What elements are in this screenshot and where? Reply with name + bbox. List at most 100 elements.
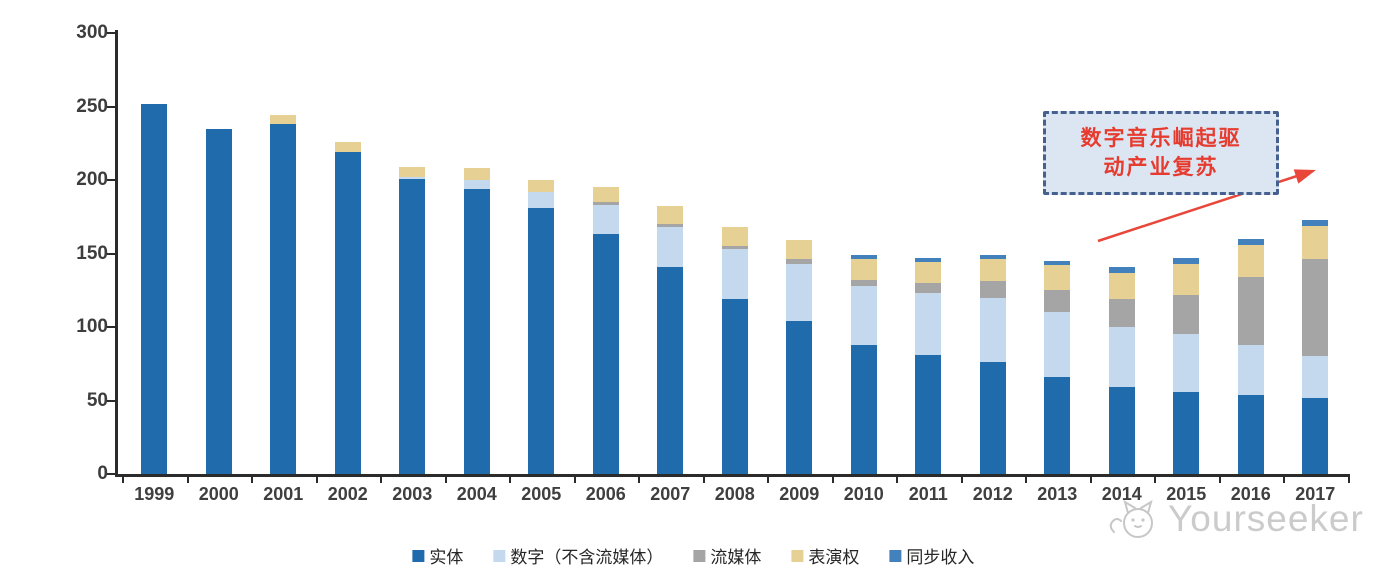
x-tick-label: 2006 [585,484,626,504]
x-tick-mark [380,476,382,483]
x-tick-label: 2016 [1230,484,1271,504]
segment-实体-2007 [657,266,684,474]
segment-数字（不含流媒体）-2016 [1237,344,1264,395]
segment-实体-2017 [1302,397,1329,474]
segment-数字（不含流媒体）-2003 [399,177,426,179]
y-tick-label: 150 [76,242,108,264]
x-tick-mark [960,476,963,483]
segment-数字（不含流媒体）-2005 [528,191,555,208]
segment-实体-2016 [1237,394,1264,474]
segment-流媒体-2017 [1302,259,1329,357]
annotation-line-1: 数字音乐崛起驱 [1080,127,1242,150]
segment-表演权-2016 [1237,244,1264,278]
x-tick-mark [1218,476,1221,483]
x-tick-mark [509,476,511,483]
segment-实体-2011 [915,354,942,474]
x-tick-label: 2017 [1295,484,1336,504]
y-tick-mark [107,105,116,108]
x-tick-mark [444,476,447,483]
x-tick-mark [122,476,124,483]
segment-流媒体-2006 [592,202,619,205]
x-tick-label: 2008 [714,484,755,504]
x-tick-label: 2014 [1101,484,1142,504]
x-tick-label: 2004 [456,484,497,504]
x-tick-label: 2003 [392,484,433,504]
segment-表演权-2014 [1108,272,1135,300]
x-tick-label: 2000 [198,484,239,504]
x-tick-label: 2012 [972,484,1013,504]
segment-表演权-2009 [786,240,813,260]
y-tick-label: 50 [86,389,108,411]
segment-实体-2010 [850,344,877,474]
watermark: Yourseeker [1106,496,1364,542]
segment-流媒体-2009 [786,259,813,264]
segment-表演权-2004 [463,168,490,180]
segment-实体-2003 [399,178,426,474]
x-tick-label: 2007 [650,484,691,504]
segment-同步收入-2011 [915,257,942,263]
segment-数字（不含流媒体）-2004 [463,180,490,189]
segment-实体-2005 [528,207,555,474]
legend-item-数字（不含流媒体）: 数字（不含流媒体） [493,543,663,568]
x-tick-label: 2001 [263,484,304,504]
y-tick-mark [107,252,116,255]
legend-swatch [412,549,425,562]
segment-表演权-2015 [1173,263,1200,295]
x-tick-mark [251,476,253,483]
segment-实体-2014 [1108,387,1135,474]
segment-同步收入-2013 [1044,260,1071,266]
x-tick-label: 2010 [843,484,884,504]
segment-数字（不含流媒体）-2011 [915,293,942,355]
segment-流媒体-2012 [979,281,1006,298]
y-tick-mark [107,473,116,475]
y-axis-line [115,30,118,477]
segment-数字（不含流媒体）-2006 [592,205,619,235]
x-tick-mark [1154,476,1156,483]
segment-表演权-2017 [1302,225,1329,260]
segment-表演权-2013 [1044,265,1071,291]
segment-表演权-2010 [850,259,877,280]
x-tick-label: 2002 [327,484,368,504]
annotation-callout: 数字音乐崛起驱 动产业复苏 [1043,111,1279,195]
y-tick-mark [107,32,116,34]
y-tick-mark [107,179,116,181]
segment-流媒体-2015 [1173,294,1200,335]
legend-label: 同步收入 [906,548,975,567]
x-tick-mark [186,476,189,483]
x-tick-mark [315,476,318,483]
segment-实体-2001 [270,124,297,474]
x-tick-mark [1347,476,1350,483]
y-tick-mark [107,326,116,328]
segment-表演权-2002 [334,141,361,153]
segment-实体-2004 [463,188,490,474]
segment-数字（不含流媒体）-2014 [1108,327,1135,388]
segment-流媒体-2014 [1108,299,1135,327]
segment-实体-2009 [786,321,813,474]
segment-同步收入-2017 [1302,219,1329,226]
segment-同步收入-2015 [1173,257,1200,264]
x-tick-label: 1999 [134,484,175,504]
watermark-text: Yourseeker [1168,498,1364,539]
y-tick-mark [107,399,116,402]
x-axis-line [115,474,1350,477]
segment-实体-2015 [1173,391,1200,474]
legend-label: 数字（不含流媒体） [510,548,664,567]
segment-流媒体-2010 [850,279,877,286]
legend-item-流媒体: 流媒体 [693,543,761,568]
x-tick-label: 2011 [908,484,948,504]
cat-logo-icon [1109,499,1153,538]
segment-实体-2000 [205,128,232,474]
segment-数字（不含流媒体）-2017 [1302,356,1329,398]
segment-实体-2008 [721,299,748,474]
legend-item-实体: 实体 [412,543,463,568]
segment-实体-2013 [1044,376,1071,474]
segment-表演权-2008 [721,227,748,247]
segment-实体-2002 [334,152,361,474]
segment-数字（不含流媒体）-2015 [1173,334,1200,392]
segment-表演权-2006 [592,187,619,203]
segment-表演权-2012 [979,259,1006,282]
legend: 实体 数字（不含流媒体） 流媒体 表演权 同步收入 [412,543,974,568]
segment-数字（不含流媒体）-2010 [850,285,877,345]
x-tick-label: 2009 [779,484,820,504]
segment-流媒体-2007 [657,224,684,228]
